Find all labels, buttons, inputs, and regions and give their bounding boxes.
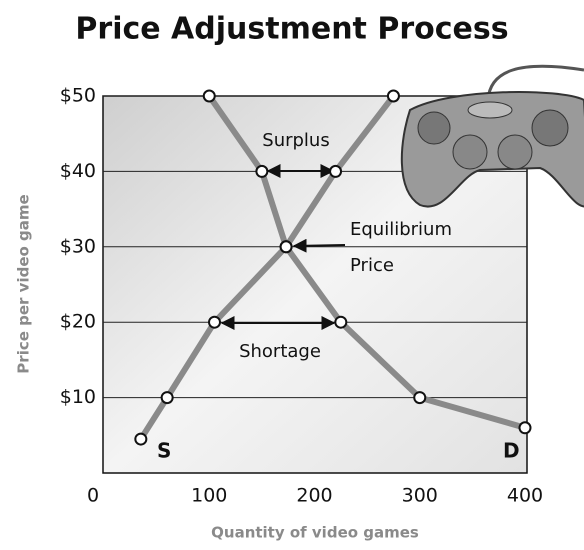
y-tick-label: $10 xyxy=(60,386,96,408)
series-label: S xyxy=(157,439,171,463)
annotation: Equilibrium xyxy=(350,219,452,240)
annotation: Price xyxy=(350,255,394,276)
y-tick-label: $20 xyxy=(60,311,96,333)
x-tick-label: 0 xyxy=(87,485,99,507)
y-tick-label: $40 xyxy=(60,160,96,182)
x-axis-label: Quantity of video games xyxy=(211,524,419,542)
x-tick-label: 100 xyxy=(191,485,227,507)
point xyxy=(386,89,400,103)
y-tick-label: $30 xyxy=(60,235,96,257)
series-line xyxy=(206,94,526,431)
point xyxy=(134,432,148,446)
points xyxy=(134,89,532,446)
series-label: D xyxy=(503,439,520,463)
x-tick-label: 400 xyxy=(507,485,543,507)
point xyxy=(413,391,427,405)
y-axis-label: Price per video game xyxy=(15,194,33,373)
equilibrium-arrow xyxy=(292,238,346,253)
y-tick-label: $50 xyxy=(60,85,96,107)
point xyxy=(518,421,532,435)
point xyxy=(329,164,343,178)
x-tick-label: 200 xyxy=(296,485,332,507)
series-line xyxy=(138,94,396,441)
point xyxy=(160,391,174,405)
ticks: $10 $20 $30 $40 $50 0 100 200 300 400 xyxy=(60,85,543,507)
point xyxy=(279,240,293,254)
x-tick-label: 300 xyxy=(402,485,438,507)
point xyxy=(334,315,348,329)
chart-title: Price Adjustment Process xyxy=(75,12,508,47)
annotation: Shortage xyxy=(239,341,321,362)
annotation: Surplus xyxy=(262,130,329,151)
point xyxy=(208,315,222,329)
lines xyxy=(138,94,526,441)
controller xyxy=(400,64,584,208)
point xyxy=(202,89,216,103)
point xyxy=(255,164,269,178)
